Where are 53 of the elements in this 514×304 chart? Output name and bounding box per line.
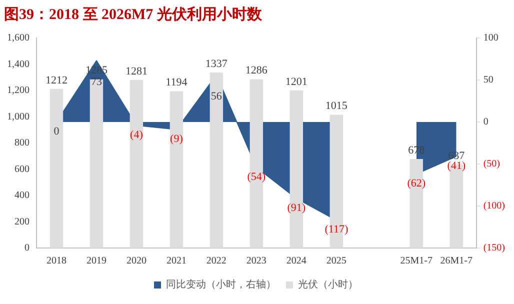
data-label: 1281: [125, 65, 148, 78]
chart-title: 图39：2018 至 2026M7 光伏利用小时数: [4, 6, 263, 23]
data-label: 0: [54, 125, 60, 138]
x-tick-label: 2020: [126, 256, 146, 267]
data-label: 1212: [45, 74, 68, 86]
y2-tick-label: (150): [483, 242, 506, 254]
y2-tick-label: (100): [483, 200, 506, 212]
data-label: 56: [210, 90, 222, 102]
y2-tick-label: 100: [483, 32, 498, 44]
x-tick-label: 26M1-7: [440, 256, 472, 267]
y2-tick-label: 0: [483, 116, 488, 128]
data-label: 73: [90, 76, 102, 88]
x-tick-label: 2018: [46, 256, 66, 267]
y-tick-label: 200: [14, 216, 30, 228]
bar: [50, 88, 64, 248]
data-label: (62): [407, 177, 426, 190]
data-label: (117): [324, 224, 348, 236]
y2-tick-label: (50): [483, 158, 500, 170]
data-label: (41): [447, 160, 466, 172]
y-tick-label: 1,000: [7, 111, 30, 122]
y-tick-label: 0: [24, 242, 30, 254]
data-label: 1015: [325, 100, 348, 112]
bar: [210, 72, 224, 248]
bar: [290, 90, 304, 248]
y-tick-label: 1,400: [7, 58, 30, 70]
y-tick-label: 1,200: [7, 85, 30, 96]
legend-label: 同比变动（小时，右轴）: [166, 278, 276, 291]
x-tick-label: 2025: [326, 256, 346, 267]
x-tick-label: 2019: [86, 256, 106, 267]
bar: [250, 79, 264, 248]
x-tick-label: 2022: [206, 256, 226, 267]
y-tick-label: 1,600: [7, 32, 30, 44]
x-tick-label: 2024: [286, 256, 306, 267]
y-tick-label: 600: [14, 164, 30, 175]
x-tick-label: 2023: [246, 256, 266, 267]
data-label: 678: [408, 144, 426, 156]
y-tick-label: 400: [14, 190, 30, 202]
data-label: (4): [130, 128, 144, 141]
data-label: 1337: [205, 58, 228, 70]
data-label: 1194: [166, 76, 188, 89]
bar: [170, 91, 184, 248]
bar: [90, 79, 104, 248]
legend-label: 光伏（小时）: [298, 278, 358, 291]
data-label: (91): [287, 202, 306, 214]
data-label: (54): [247, 170, 266, 183]
bar: [130, 80, 144, 248]
y2-tick-label: 50: [483, 74, 494, 86]
data-label: (9): [170, 132, 184, 145]
data-label: 1286: [245, 64, 268, 77]
x-tick-label: 2021: [166, 256, 186, 267]
data-label: 1201: [285, 76, 308, 88]
y-tick-label: 800: [14, 138, 30, 149]
x-tick-label: 25M1-7: [400, 256, 432, 267]
